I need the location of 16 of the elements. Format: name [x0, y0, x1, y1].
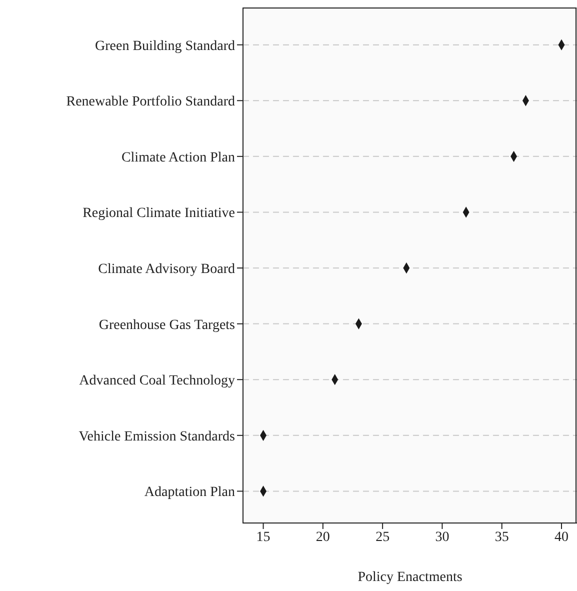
x-axis-title: Policy Enactments — [358, 570, 462, 585]
y-tick-label: Adaptation Plan — [144, 485, 235, 500]
x-tick-label: 35 — [494, 530, 509, 545]
y-tick-label: Renewable Portfolio Standard — [66, 94, 235, 110]
x-tick-label: 30 — [435, 530, 450, 545]
y-tick-label: Vehicle Emission Standards — [78, 429, 235, 444]
y-tick-label: Green Building Standard — [95, 38, 235, 54]
y-tick-label: Climate Action Plan — [121, 150, 235, 166]
x-tick-label: 15 — [256, 530, 270, 545]
y-tick-label: Greenhouse Gas Targets — [98, 318, 235, 333]
y-tick-label: Climate Advisory Board — [98, 262, 235, 277]
y-tick-label: Advanced Coal Technology — [79, 374, 235, 389]
y-tick-label: Regional Climate Initiative — [82, 206, 235, 222]
x-tick-label: 25 — [376, 530, 390, 545]
x-tick-label: 40 — [554, 530, 568, 545]
x-tick-label: 20 — [316, 530, 330, 545]
